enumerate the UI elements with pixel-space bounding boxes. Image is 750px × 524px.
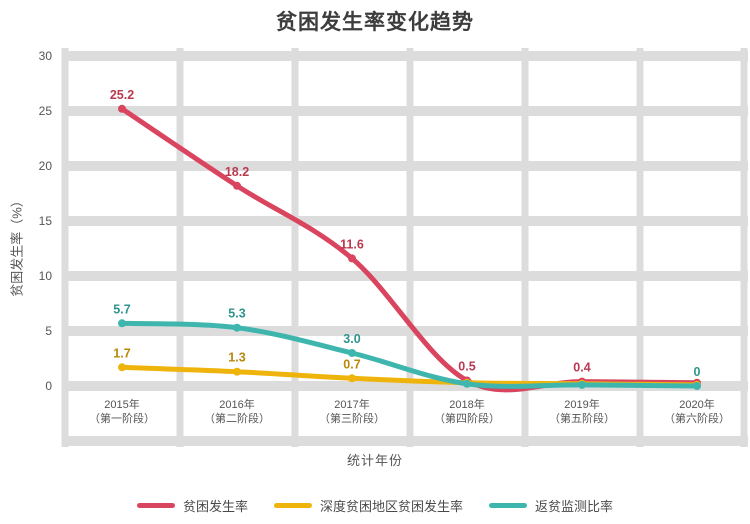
gridline-horizontal	[62, 106, 748, 116]
data-point	[233, 181, 241, 190]
data-point	[118, 363, 126, 372]
gridline-vertical	[740, 48, 748, 447]
data-label: 1.3	[228, 351, 245, 365]
gridline-vertical	[521, 48, 529, 447]
gridline-horizontal	[62, 271, 748, 281]
legend-label: 深度贫困地区贫困发生率	[319, 499, 463, 514]
x-tick-label: 2020年（第六阶段）	[664, 397, 730, 425]
data-label: 0	[694, 365, 701, 379]
data-point	[578, 380, 586, 389]
data-label: 25.2	[110, 88, 134, 102]
gridline-vertical	[291, 48, 299, 447]
x-tick-label: 2015年（第一阶段）	[89, 397, 155, 425]
y-tick-label: 15	[39, 214, 53, 228]
gridline-vertical	[176, 48, 184, 447]
y-tick-label: 10	[39, 269, 53, 283]
gridline-horizontal	[62, 161, 748, 171]
data-point	[463, 379, 471, 388]
gridline-vertical	[406, 48, 414, 447]
x-tick-label: 2019年（第五阶段）	[549, 397, 615, 425]
data-label: 5.7	[113, 302, 130, 316]
data-point	[348, 349, 356, 357]
data-point	[233, 323, 241, 332]
data-point	[118, 104, 126, 113]
data-point	[118, 319, 126, 328]
y-tick-label: 30	[39, 49, 53, 63]
gridline-vertical	[61, 48, 69, 447]
data-point	[348, 254, 356, 263]
data-point	[348, 374, 356, 383]
gridline-horizontal	[62, 326, 748, 336]
legend-item-series-3[interactable]: 返贫监测比率	[489, 496, 613, 515]
legend-item-series-2[interactable]: 深度贫困地区贫困发生率	[273, 496, 463, 515]
data-label: 1.7	[113, 346, 130, 360]
legend-item-series-1[interactable]: 贫困发生率	[136, 496, 248, 515]
data-label: 11.6	[340, 237, 364, 251]
x-tick-label: 2017年（第三阶段）	[319, 397, 385, 425]
y-tick-label: 0	[45, 379, 52, 393]
x-axis-title: 统计年份	[346, 453, 403, 468]
data-label: 0.4	[573, 361, 590, 375]
legend-swatch-line-icon	[489, 503, 527, 508]
y-tick-label: 25	[39, 104, 53, 118]
y-axis-title: 贫困发生率（%）	[9, 194, 25, 297]
y-tick-label: 5	[45, 324, 52, 338]
data-label: 0.5	[458, 360, 475, 374]
x-tick-label: 2016年（第二阶段）	[204, 397, 270, 425]
gridline-horizontal	[62, 436, 748, 446]
x-tick-label: 2018年（第四阶段）	[434, 397, 500, 425]
legend-label: 返贫监测比率	[535, 499, 614, 514]
gridline-horizontal	[62, 216, 748, 226]
gridline-horizontal	[62, 381, 748, 391]
legend-label: 贫困发生率	[182, 499, 248, 514]
gridline-vertical	[636, 48, 644, 447]
data-label: 3.0	[343, 332, 360, 346]
y-tick-label: 20	[39, 159, 53, 173]
legend: 贫困发生率 深度贫困地区贫困发生率 返贫监测比率	[0, 496, 750, 515]
series-line	[119, 320, 700, 389]
data-point	[233, 367, 241, 376]
gridline-horizontal	[62, 51, 748, 61]
data-point	[693, 382, 701, 390]
data-label: 0.7	[343, 357, 360, 371]
legend-swatch-line-icon	[273, 503, 312, 508]
data-label: 5.3	[228, 307, 245, 321]
chart-title: 贫困发生率变化趋势	[276, 11, 474, 34]
legend-swatch-line-icon	[136, 503, 175, 508]
data-label: 18.2	[225, 165, 249, 179]
